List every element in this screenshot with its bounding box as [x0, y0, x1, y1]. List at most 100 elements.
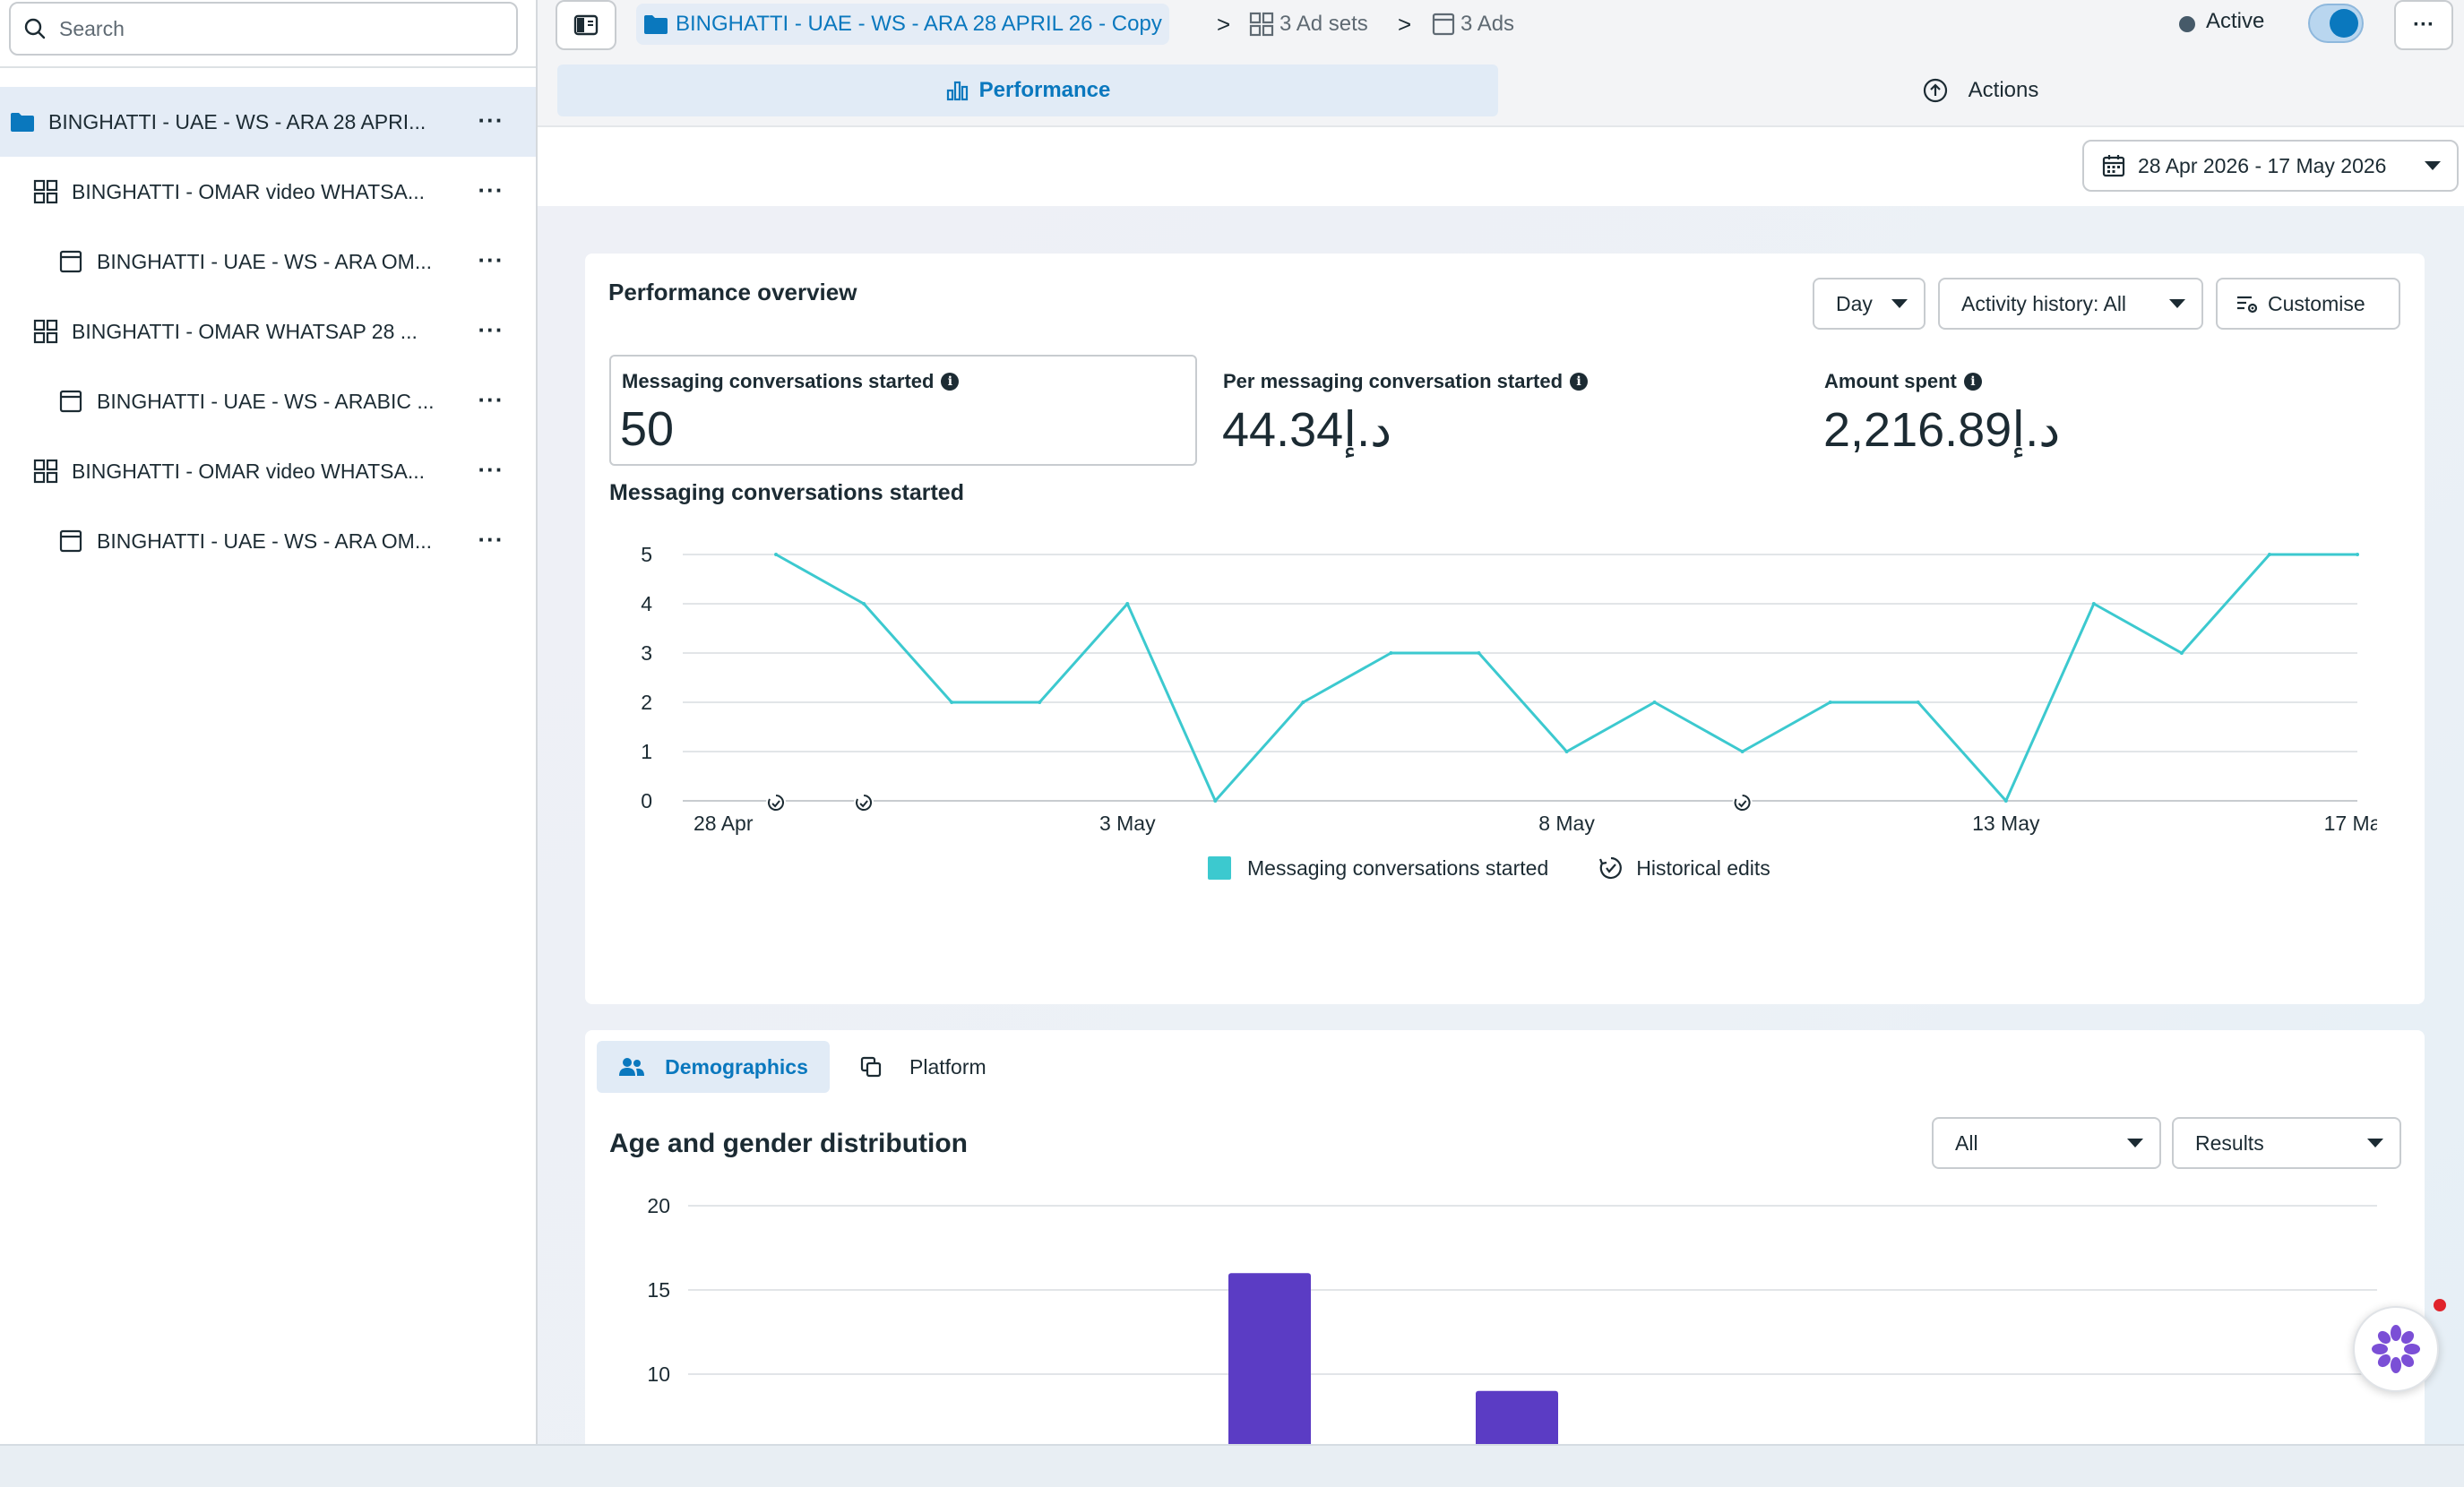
y-tick-label: 4	[641, 592, 652, 615]
breadcrumb-campaign[interactable]: BINGHATTI - UAE - WS - ARA 28 APRIL 26 -…	[636, 4, 1169, 45]
metric-label: Per messaging conversation started i	[1223, 370, 1589, 393]
tree-item-label: BINGHATTI - OMAR video WHATSA...	[72, 459, 426, 483]
more-options-icon[interactable]: ···	[478, 315, 504, 343]
tab-performance[interactable]: Performance	[557, 64, 1498, 116]
age-gender-bar-chart: 20 15 10	[647, 1194, 2377, 1451]
adset-grid-icon	[32, 458, 59, 485]
active-toggle[interactable]	[2308, 4, 2364, 43]
toggle-panel-button[interactable]	[556, 0, 616, 50]
more-options-icon[interactable]: ···	[478, 525, 504, 553]
gender-filter-select[interactable]: All	[1932, 1117, 2161, 1169]
y-tick-label: 15	[647, 1278, 670, 1302]
data-point	[2091, 602, 2096, 606]
tree-item-adset[interactable]: BINGHATTI - OMAR video WHATSA... ···	[0, 157, 536, 227]
data-point	[2179, 651, 2184, 655]
y-tick-label: 10	[647, 1362, 670, 1386]
info-icon[interactable]: i	[1570, 373, 1589, 391]
customise-label: Customise	[2268, 291, 2365, 315]
ad-icon	[57, 528, 84, 554]
data-point	[1828, 701, 1832, 704]
historical-edit-check	[1737, 800, 1747, 808]
breadcrumb-adsets[interactable]: 3 Ad sets	[1249, 4, 1368, 45]
y-tick-label: 2	[641, 691, 652, 714]
bar	[1476, 1390, 1558, 1451]
sparkle-flower-icon	[2372, 1325, 2420, 1373]
data-point	[1301, 701, 1305, 704]
tab-actions-label: Actions	[1968, 78, 2039, 102]
adset-grid-icon	[32, 318, 59, 345]
performance-title: Performance overview	[608, 279, 857, 305]
historical-edit-arc	[767, 795, 784, 811]
sidebar: Search BINGHATTI - UAE - WS - ARA 28 APR…	[0, 0, 538, 1444]
tree-item-ad[interactable]: BINGHATTI - UAE - WS - ARA OM... ···	[0, 227, 536, 297]
tab-demographics[interactable]: Demographics	[597, 1041, 830, 1093]
info-icon[interactable]: i	[941, 373, 960, 391]
assistant-button[interactable]	[2353, 1306, 2439, 1392]
search-placeholder: Search	[59, 16, 125, 40]
breadcrumb-campaign-label: BINGHATTI - UAE - WS - ARA 28 APRIL 26 -…	[676, 12, 1162, 36]
more-options-icon[interactable]: ···	[478, 245, 504, 273]
historical-edit-marker	[766, 793, 787, 812]
tree-item-label: BINGHATTI - OMAR video WHATSA...	[72, 179, 426, 203]
series-line	[775, 553, 2357, 803]
date-range-label: 28 Apr 2026 - 17 May 2026	[2138, 153, 2387, 177]
legend-edits-label: Historical edits	[1636, 855, 1770, 880]
data-point	[1213, 799, 1218, 803]
chevron-down-icon	[2127, 1139, 2143, 1147]
line-chart: 0 1 2 3 4 5 28 Apr 3 May 8 May 13 May 17 May	[641, 543, 2377, 835]
metric-label: Messaging conversations started i	[622, 370, 960, 393]
data-point	[1477, 651, 1481, 655]
tree-item-adset[interactable]: BINGHATTI - OMAR video WHATSA... ···	[0, 436, 536, 506]
metric-filter-select[interactable]: Results	[2172, 1117, 2401, 1169]
tree-item-label: BINGHATTI - UAE - WS - ARA 28 APRI...	[48, 109, 426, 133]
tab-demographics-label: Demographics	[665, 1054, 808, 1079]
more-options-icon[interactable]: ···	[478, 106, 504, 133]
chevron-down-icon	[2367, 1139, 2383, 1147]
more-options-icon[interactable]: ···	[478, 176, 504, 203]
tree-item-ad[interactable]: BINGHATTI - UAE - WS - ARA OM... ···	[0, 506, 536, 576]
tree-item-label: BINGHATTI - UAE - WS - ARABIC ...	[97, 389, 435, 413]
chevron-down-icon	[1891, 299, 1908, 308]
more-options-button[interactable]: ···	[2394, 0, 2453, 50]
metric-label-text: Per messaging conversation started	[1223, 370, 1564, 392]
tab-platform-label: Platform	[909, 1054, 986, 1079]
granularity-select[interactable]: Day	[1813, 278, 1926, 330]
folder-icon	[9, 108, 36, 135]
info-icon[interactable]: i	[1963, 373, 1982, 391]
chart-title: Messaging conversations started	[609, 480, 964, 505]
top-bar: BINGHATTI - UAE - WS - ARA 28 APRIL 26 -…	[538, 0, 2464, 50]
activity-history-select[interactable]: Activity history: All	[1938, 278, 2203, 330]
tree-item-campaign[interactable]: BINGHATTI - UAE - WS - ARA 28 APRI... ··…	[0, 87, 536, 157]
data-point	[1564, 750, 1569, 753]
tree-item-label: BINGHATTI - UAE - WS - ARA OM...	[97, 529, 432, 553]
divider	[538, 125, 2464, 127]
historical-edit-arc	[856, 795, 872, 811]
y-tick-label: 0	[641, 789, 652, 812]
breadcrumb-ads[interactable]: 3 Ads	[1432, 4, 1514, 45]
demographics-card: Demographics Platform Age and gender dis…	[585, 1030, 2425, 1451]
tab-actions[interactable]: Actions	[1505, 64, 2455, 116]
legend-series-label: Messaging conversations started	[1247, 855, 1549, 880]
breadcrumb-separator: >	[1217, 11, 1231, 38]
search-input[interactable]: Search	[9, 2, 518, 56]
granularity-value: Day	[1836, 291, 1873, 315]
y-tick-label: 3	[641, 641, 652, 665]
more-options-icon[interactable]: ···	[478, 455, 504, 483]
historical-edit-arc	[1734, 795, 1751, 811]
chart-legend: Messaging conversations started Historic…	[1208, 855, 1770, 881]
more-options-icon[interactable]: ···	[478, 385, 504, 413]
tree-item-ad[interactable]: BINGHATTI - UAE - WS - ARABIC ... ···	[0, 366, 536, 436]
folder-icon	[644, 15, 668, 34]
chevron-down-icon	[2425, 161, 2441, 170]
data-point	[1652, 701, 1657, 704]
tree-item-adset[interactable]: BINGHATTI - OMAR WHATSAP 28 ... ···	[0, 297, 536, 366]
y-tick-label: 5	[641, 543, 652, 566]
metric-card-selected[interactable]	[609, 355, 1197, 466]
customise-button[interactable]: Customise	[2216, 278, 2400, 330]
historical-edit-marker	[1732, 793, 1753, 812]
toggle-knob	[2330, 9, 2358, 38]
tree-item-label: BINGHATTI - OMAR WHATSAP 28 ...	[72, 319, 418, 343]
tab-platform[interactable]: Platform	[859, 1041, 986, 1093]
data-point	[2267, 553, 2271, 556]
date-range-picker[interactable]: 28 Apr 2026 - 17 May 2026	[2082, 140, 2459, 192]
